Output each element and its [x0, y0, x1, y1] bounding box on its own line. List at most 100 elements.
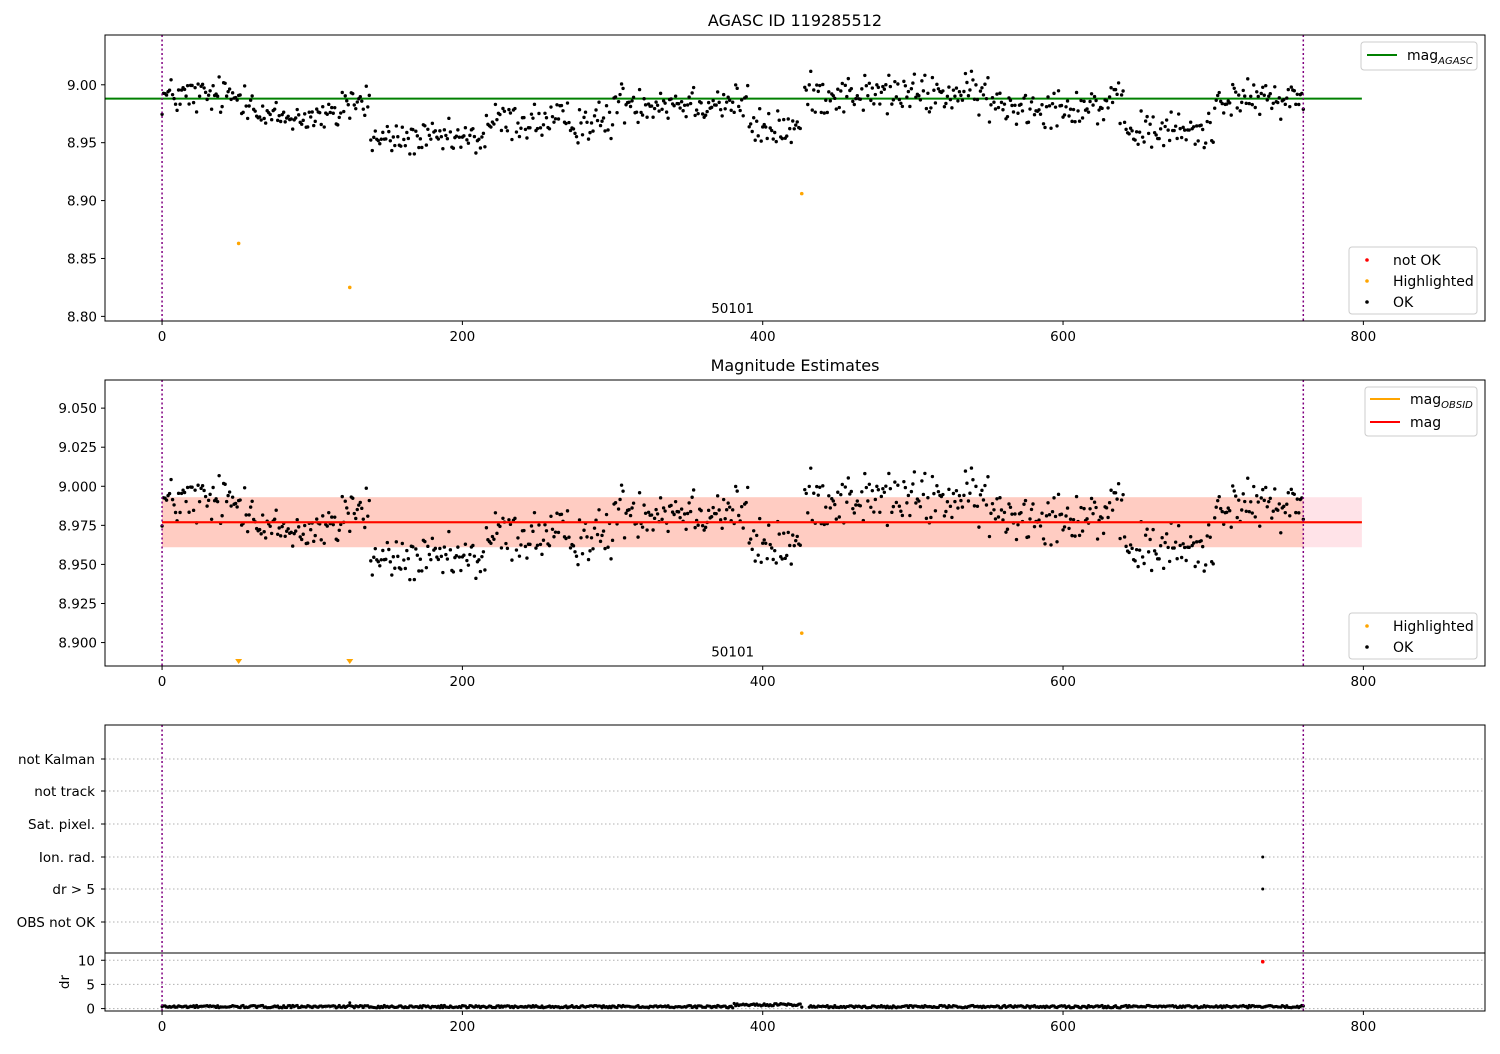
ok-point — [537, 111, 541, 116]
ok-point — [408, 577, 412, 582]
ok-point — [472, 554, 477, 558]
ok-point — [1205, 119, 1209, 124]
ok-point — [1163, 540, 1167, 545]
ok-point — [1175, 557, 1179, 561]
ok-point — [724, 100, 729, 104]
ok-point — [1188, 535, 1193, 539]
ok-point — [1085, 517, 1089, 521]
ok-point — [924, 516, 929, 521]
ok-point — [420, 145, 424, 150]
ok-point — [1285, 502, 1289, 506]
ok-point — [1022, 96, 1026, 100]
ok-point — [1294, 510, 1298, 515]
ok-point — [1010, 512, 1014, 516]
ok-point — [1288, 514, 1292, 518]
ok-point — [995, 497, 999, 501]
ok-point — [1157, 557, 1161, 561]
ok-point — [891, 98, 896, 102]
ok-point — [211, 83, 215, 88]
ok-point — [666, 529, 670, 534]
ok-point — [861, 108, 866, 112]
ok-point — [1073, 534, 1077, 538]
ok-point — [1050, 510, 1055, 514]
ok-point — [358, 500, 362, 505]
ok-point — [1208, 120, 1212, 125]
ok-point — [818, 83, 822, 88]
ok-point — [679, 507, 684, 511]
ok-point — [215, 94, 220, 98]
ok-point — [205, 504, 209, 508]
ok-point — [1085, 107, 1089, 111]
ok-point — [849, 86, 854, 91]
x-tick-label: 0 — [158, 1019, 167, 1035]
ok-point — [929, 106, 933, 110]
ok-point — [803, 487, 807, 492]
ok-point — [1041, 537, 1046, 541]
ok-point — [568, 546, 573, 550]
legend-marker — [1365, 258, 1369, 262]
ok-point — [969, 69, 974, 74]
ok-point — [489, 125, 493, 129]
ok-point — [312, 123, 316, 128]
ok-point — [342, 109, 346, 114]
ok-point — [423, 539, 427, 544]
ok-point — [631, 95, 636, 100]
ok-point — [251, 517, 256, 522]
ok-point — [381, 548, 385, 553]
ok-point — [544, 116, 549, 120]
ok-point — [577, 518, 582, 522]
ok-point — [537, 523, 541, 527]
ok-point — [1264, 485, 1268, 490]
ok-point — [646, 510, 651, 514]
ok-point — [218, 110, 223, 114]
ok-point — [1139, 109, 1143, 113]
ok-point — [771, 137, 775, 141]
ok-point — [441, 146, 445, 151]
ok-point — [468, 133, 472, 138]
ok-point — [306, 541, 310, 545]
ok-point — [591, 547, 595, 551]
ok-point — [870, 488, 875, 493]
ok-point — [963, 469, 968, 473]
ok-point — [182, 490, 187, 495]
ok-point — [1122, 120, 1127, 125]
ok-point — [1173, 124, 1178, 128]
ok-point — [610, 123, 615, 127]
ok-point — [643, 103, 648, 107]
ok-point — [370, 573, 374, 577]
ok-point — [1219, 506, 1223, 511]
ok-point — [1279, 117, 1283, 121]
ok-point — [1166, 128, 1170, 132]
ok-point — [1002, 510, 1007, 515]
ok-point — [1234, 494, 1238, 498]
ok-point — [295, 107, 299, 112]
ok-point — [1301, 517, 1306, 521]
ok-point — [1026, 120, 1031, 124]
ok-point — [289, 530, 293, 535]
ok-point — [1107, 501, 1112, 505]
ok-point — [682, 103, 687, 107]
ok-point — [1047, 513, 1052, 517]
ok-point — [807, 83, 811, 87]
x-tick-label: 400 — [750, 329, 776, 345]
ok-point — [1240, 508, 1244, 512]
ok-point — [1073, 120, 1077, 124]
ok-point — [418, 557, 423, 561]
legend-label: OK — [1393, 295, 1414, 311]
ok-point — [1252, 484, 1256, 489]
ok-point — [247, 104, 251, 108]
ok-point — [547, 127, 552, 131]
ok-point — [700, 524, 705, 528]
ok-point — [1059, 512, 1064, 516]
ok-point — [1163, 124, 1167, 129]
ok-point — [1074, 90, 1079, 95]
ok-point — [631, 501, 636, 505]
ok-point — [1158, 544, 1163, 548]
ok-point — [920, 79, 924, 83]
ok-point — [573, 550, 577, 554]
ok-point — [622, 121, 627, 125]
ok-point — [402, 137, 406, 142]
highlighted-point — [236, 241, 241, 246]
ok-point — [1213, 516, 1217, 520]
legend-label: Highlighted — [1393, 274, 1474, 290]
